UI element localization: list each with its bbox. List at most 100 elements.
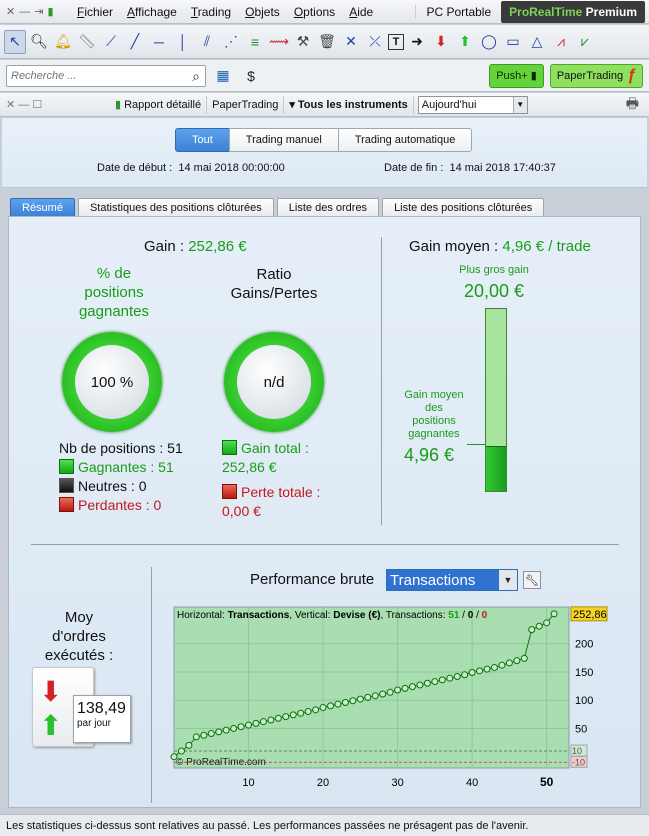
- pct-label-line: positions: [84, 284, 144, 301]
- text-icon[interactable]: T: [388, 33, 404, 50]
- panel-window-controls: ✕ — ☐: [0, 98, 110, 111]
- segment-trading-automatique[interactable]: Trading automatique: [337, 128, 473, 152]
- cross-line-icon[interactable]: ✕: [345, 33, 357, 49]
- printer-icon[interactable]: 🖶︎: [625, 94, 639, 111]
- minimize-icon[interactable]: —: [18, 99, 30, 111]
- loss-total-label: Perte totale :: [241, 484, 321, 500]
- arrow-up-icon[interactable]: ⬆: [459, 33, 471, 49]
- cross-line-2-icon[interactable]: ⤫: [369, 33, 381, 49]
- fan-icon[interactable]: ⋰: [224, 33, 238, 49]
- brand-badge: ProRealTime Premium: [501, 0, 645, 23]
- gain-total-row: Gain total :: [222, 439, 320, 458]
- data-point: [476, 667, 484, 675]
- tab-closed-positions-list[interactable]: Liste des positions clôturées: [382, 198, 545, 216]
- push-button[interactable]: Push+ ▮: [489, 63, 544, 88]
- alert-bell-icon[interactable]: 🔔︎: [54, 33, 72, 49]
- fibonacci-icon[interactable]: ≡: [250, 33, 260, 50]
- rectangle-icon[interactable]: ▭: [506, 33, 520, 49]
- channel-icon[interactable]: ⫽: [203, 33, 211, 49]
- screener-icon[interactable]: ▦: [216, 67, 230, 83]
- menu-options[interactable]: Options: [293, 4, 336, 19]
- y-tick-label: 100: [575, 695, 593, 707]
- menu-fichier[interactable]: Fichier: [77, 4, 114, 19]
- reference-label: -10: [572, 757, 585, 767]
- close-icon[interactable]: ✕: [6, 6, 16, 18]
- vertical-line-icon[interactable]: │: [178, 33, 188, 50]
- ruler-icon[interactable]: 📏︎: [78, 33, 96, 49]
- totals: Gain total : 252,86 € Perte totale : 0,0…: [222, 439, 320, 521]
- triangle-icon[interactable]: △: [531, 33, 543, 49]
- green-square-icon: [59, 459, 74, 474]
- line-icon[interactable]: ╱: [130, 33, 140, 49]
- cursor-icon[interactable]: ↖: [4, 29, 26, 54]
- trash-icon[interactable]: 🗑︎: [318, 33, 336, 49]
- nb-positions: Nb de positions : 51: [59, 440, 183, 456]
- data-point: [408, 683, 416, 691]
- avg-orders-box: 138,49 par jour: [73, 695, 131, 743]
- gain-total-label: Gain total :: [241, 440, 309, 456]
- detailed-report-button[interactable]: ▮ Rapport détaillé: [110, 95, 208, 114]
- period-select[interactable]: Aujourd'hui ▼: [417, 95, 528, 114]
- start-date-label: Date de début :: [97, 162, 173, 174]
- data-point: [319, 704, 327, 712]
- arrow-right-icon[interactable]: ➜: [411, 33, 423, 49]
- papertrading-button[interactable]: PaperTrading ƒ: [549, 63, 643, 88]
- performance-select[interactable]: Transactions ▼: [386, 569, 518, 591]
- ellipse-icon[interactable]: ◯: [481, 33, 497, 49]
- trading-type-segments: Tout Trading manuel Trading automatique: [175, 128, 473, 152]
- menu-affichage[interactable]: Affichage: [127, 4, 177, 19]
- data-point: [349, 697, 357, 705]
- loss-total-row: Perte totale :: [222, 483, 320, 502]
- data-point: [245, 721, 253, 729]
- gain-bar: [485, 308, 507, 492]
- losers-row: Perdantes : 0: [59, 496, 183, 515]
- reference-label: 10: [572, 746, 582, 756]
- instrument-info-icon[interactable]: $: [247, 67, 255, 84]
- pin-icon[interactable]: ⇥: [34, 6, 44, 18]
- minimize-icon[interactable]: —: [19, 5, 31, 18]
- end-date-label: Date de fin :: [384, 162, 444, 174]
- trend-icon[interactable]: ⟿: [268, 33, 290, 49]
- performance-title: Performance brute: [250, 571, 375, 588]
- data-point: [468, 669, 476, 677]
- x-tick-label: 10: [242, 777, 254, 789]
- segment-tout[interactable]: Tout: [175, 128, 230, 152]
- segment-trading-manuel[interactable]: Trading manuel: [228, 128, 339, 152]
- tab-resume[interactable]: Résumé: [10, 198, 75, 216]
- red-square-icon: [222, 484, 237, 499]
- tab-closed-position-stats[interactable]: Statistiques des positions clôturées: [77, 198, 274, 216]
- pattern-icon[interactable]: ⩘: [557, 33, 565, 49]
- avg-winning-label-line: des: [425, 402, 443, 414]
- zigzag-icon[interactable]: ⩗: [581, 33, 589, 49]
- wrench-icon[interactable]: 🔧︎: [523, 571, 541, 589]
- data-point: [550, 610, 558, 618]
- papertrading-mode-button[interactable]: PaperTrading: [207, 95, 285, 114]
- data-point: [535, 622, 543, 630]
- instruments-label: Tous les instruments: [297, 98, 408, 111]
- report-label: Rapport détaillé: [124, 98, 202, 111]
- ratio-label-line: Gains/Pertes: [230, 285, 318, 302]
- maximize-icon[interactable]: ☐: [32, 99, 43, 111]
- arrow-down-icon[interactable]: ⬇: [435, 33, 447, 49]
- menu-trading[interactable]: Trading: [190, 4, 232, 19]
- loss-total-value: 0,00 €: [222, 503, 261, 519]
- hammer-icon[interactable]: ⚒: [296, 33, 310, 49]
- x-tick-label: 40: [466, 777, 478, 789]
- menu-objets[interactable]: Objets: [245, 4, 280, 19]
- horizontal-line-icon[interactable]: ─: [154, 33, 164, 50]
- instruments-dropdown[interactable]: ▾ Tous les instruments: [284, 95, 414, 114]
- menu-aide[interactable]: Aide: [349, 4, 374, 19]
- data-point: [543, 619, 551, 627]
- avg-gain-label: Gain moyen :: [409, 238, 499, 255]
- data-point: [498, 661, 506, 669]
- zoom-icon[interactable]: 🔍︎: [30, 33, 48, 49]
- tab-orders-list[interactable]: Liste des ordres: [276, 198, 380, 216]
- search-icon[interactable]: ⌕: [192, 67, 200, 84]
- data-point: [483, 665, 491, 673]
- close-icon[interactable]: ✕: [6, 99, 16, 111]
- avg-winning-label-line: gagnantes: [408, 428, 460, 440]
- data-point: [505, 659, 513, 667]
- search-input[interactable]: [7, 68, 177, 83]
- segment-icon[interactable]: ⟋: [106, 33, 116, 49]
- data-point: [312, 706, 320, 714]
